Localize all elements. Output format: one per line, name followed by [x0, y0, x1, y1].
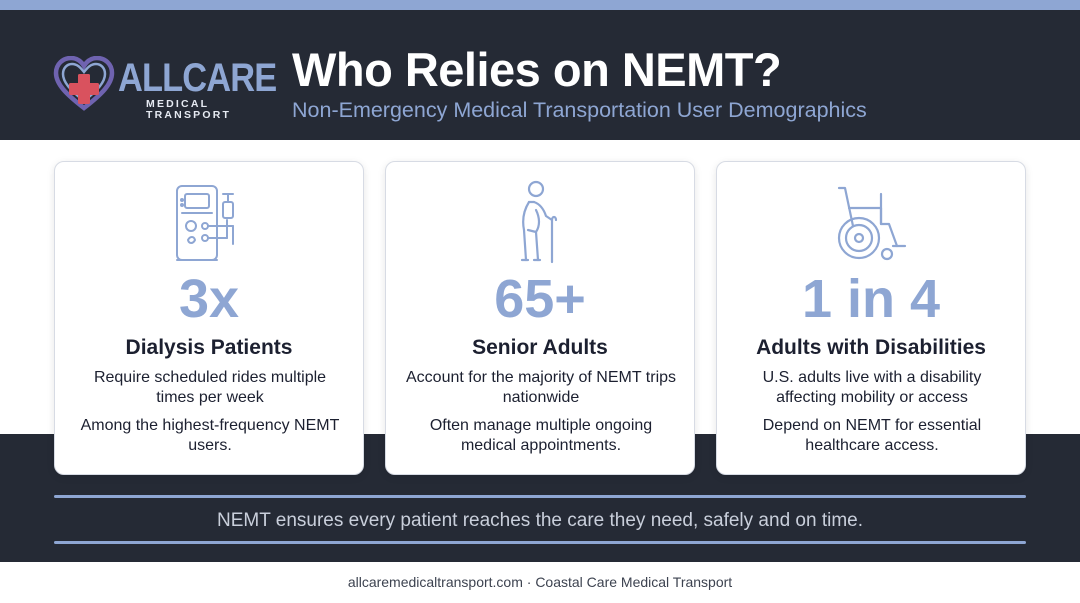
dialysis-machine-icon	[176, 185, 234, 261]
stat-value: 1 in 4	[801, 269, 941, 329]
card-note: Depend on NEMT for essential healthcare …	[762, 417, 982, 454]
divider-top	[54, 495, 1026, 498]
page-subtitle: Non-Emergency Medical Transportation Use…	[292, 98, 867, 122]
divider-bottom	[54, 541, 1026, 544]
card-title: Dialysis Patients	[125, 336, 293, 359]
brand-tagline: MEDICAL TRANSPORT	[146, 98, 232, 121]
top-accent-stripe	[0, 0, 1080, 10]
card-description: Require scheduled rides multiple times p…	[93, 369, 327, 406]
senior-with-cane-icon	[520, 180, 558, 264]
card-title: Adults with Disabilities	[756, 336, 986, 359]
card-dialysis-patients: 3x Dialysis Patients Require scheduled r…	[54, 161, 364, 475]
heart-cross-icon	[53, 56, 115, 111]
tagline: NEMT ensures every patient reaches the c…	[217, 510, 863, 531]
footer: allcaremedicaltransport.com · Coastal Ca…	[0, 562, 1080, 603]
card-description: Account for the majority of NEMT trips n…	[406, 369, 677, 406]
card-senior-adults: 65+ Senior Adults Account for the majori…	[385, 161, 695, 475]
header: ALLCARE MEDICAL TRANSPORT Who Relies on …	[0, 10, 1080, 140]
logo: ALLCARE MEDICAL TRANSPORT	[52, 46, 277, 120]
stat-value: 65+	[494, 269, 586, 329]
card-title: Senior Adults	[472, 336, 608, 359]
card-note: Among the highest-frequency NEMT users.	[80, 417, 340, 454]
page-title: Who Relies on NEMT?	[292, 43, 782, 96]
card-description: U.S. adults live with a disability affec…	[762, 369, 982, 406]
wheelchair-icon	[837, 186, 907, 261]
stat-value: 3x	[178, 269, 240, 329]
brand-name: ALLCARE	[118, 56, 277, 100]
card-adults-with-disabilities: 1 in 4 Adults with Disabilities U.S. adu…	[716, 161, 1026, 475]
card-note: Often manage multiple ongoing medical ap…	[429, 417, 653, 454]
